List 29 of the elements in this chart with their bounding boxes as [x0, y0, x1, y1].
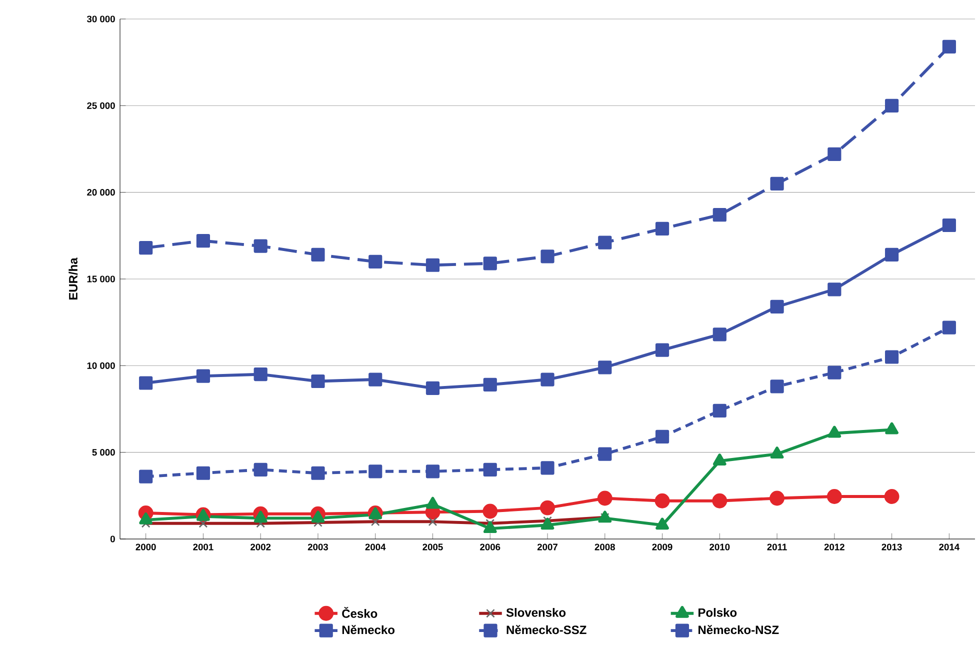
legend-label: Německo-NSZ — [698, 625, 779, 634]
legend-label: Německo — [342, 625, 394, 634]
legend-label: Česko — [342, 606, 378, 618]
legend-label: Německo-SSZ — [506, 625, 586, 634]
x-tick-label: 2013 — [882, 544, 902, 550]
y-tick-label: 30 000 — [86, 16, 115, 22]
y-tick-label: 20 000 — [87, 189, 115, 196]
x-tick-label: 2006 — [480, 544, 500, 550]
x-tick-label: 2008 — [594, 544, 615, 550]
y-tick-label: 0 — [110, 536, 115, 542]
x-tick-label: 2011 — [767, 544, 787, 550]
y-axis-title: EUR/ha — [68, 258, 78, 300]
y-tick-label: 5 000 — [92, 449, 115, 456]
x-tick-label: 2007 — [537, 544, 558, 550]
x-tick-label: 2001 — [193, 544, 214, 550]
x-tick-label: 2005 — [422, 544, 443, 550]
x-tick-label: 2002 — [250, 544, 271, 550]
x-tick-label: 2000 — [136, 544, 156, 550]
x-tick-label: 2014 — [939, 544, 960, 550]
y-tick-label: 25 000 — [87, 102, 115, 109]
x-tick-label: 2010 — [710, 544, 730, 550]
x-tick-label: 2012 — [824, 544, 844, 550]
legend-label: Slovensko — [506, 608, 566, 617]
y-tick-label: 15 000 — [87, 276, 115, 282]
x-tick-label: 2003 — [308, 544, 328, 550]
legend-label: Polsko — [698, 608, 737, 617]
x-tick-label: 2009 — [652, 544, 672, 550]
x-tick-label: 2004 — [365, 544, 386, 550]
y-tick-label: 10 000 — [87, 362, 115, 369]
